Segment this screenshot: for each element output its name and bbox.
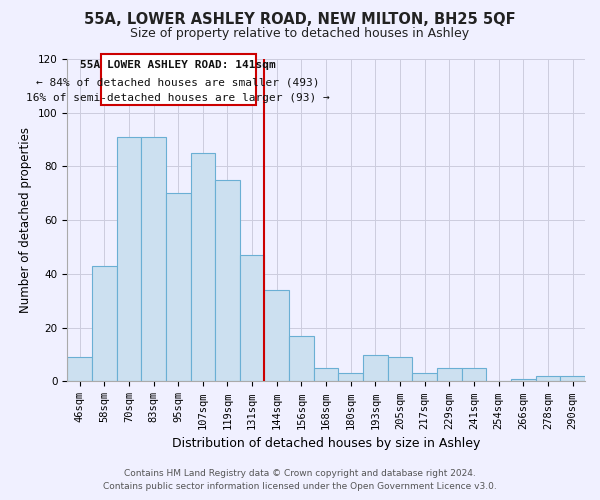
X-axis label: Distribution of detached houses by size in Ashley: Distribution of detached houses by size …	[172, 437, 481, 450]
Text: Contains HM Land Registry data © Crown copyright and database right 2024.
Contai: Contains HM Land Registry data © Crown c…	[103, 469, 497, 491]
Text: Size of property relative to detached houses in Ashley: Size of property relative to detached ho…	[130, 28, 470, 40]
Bar	[67, 358, 92, 382]
Bar	[388, 358, 412, 382]
Bar	[536, 376, 560, 382]
Bar	[289, 336, 314, 382]
Y-axis label: Number of detached properties: Number of detached properties	[19, 127, 32, 313]
Bar	[166, 194, 191, 382]
Bar	[462, 368, 487, 382]
Bar	[560, 376, 585, 382]
Bar	[191, 153, 215, 382]
Text: 55A LOWER ASHLEY ROAD: 141sqm: 55A LOWER ASHLEY ROAD: 141sqm	[80, 60, 276, 70]
FancyBboxPatch shape	[101, 54, 256, 104]
Bar	[265, 290, 289, 382]
Bar	[141, 137, 166, 382]
Bar	[215, 180, 240, 382]
Bar	[412, 374, 437, 382]
Bar	[240, 255, 265, 382]
Bar	[116, 137, 141, 382]
Bar	[92, 266, 116, 382]
Text: 55A, LOWER ASHLEY ROAD, NEW MILTON, BH25 5QF: 55A, LOWER ASHLEY ROAD, NEW MILTON, BH25…	[84, 12, 516, 28]
Bar	[511, 379, 536, 382]
Bar	[314, 368, 338, 382]
Bar	[437, 368, 462, 382]
Bar	[363, 354, 388, 382]
Text: 16% of semi-detached houses are larger (93) →: 16% of semi-detached houses are larger (…	[26, 92, 330, 102]
Text: ← 84% of detached houses are smaller (493): ← 84% of detached houses are smaller (49…	[37, 78, 320, 88]
Bar	[338, 374, 363, 382]
